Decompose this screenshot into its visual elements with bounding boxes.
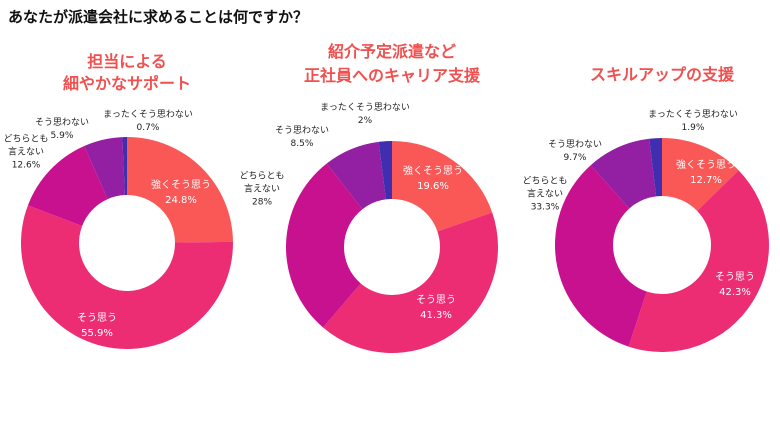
slice-category-label: そう思う [715,272,755,283]
chart-title-3: スキルアップの支援 [589,65,734,84]
slice-label: まったくそう思わない 0.7% [103,109,193,135]
slice-value-label: 0.7% [136,123,160,133]
slice-value-label: 55.9% [81,328,113,339]
slice-category-label: 言えない [243,184,281,195]
chart-title-2: 正社員へのキャリア支援 [303,66,480,85]
donut-slice-2-3 [286,163,363,328]
slice-value-label: 19.6% [417,181,449,192]
donut-slice-3-1 [662,138,739,211]
slice-value-label: 42.3% [719,287,751,298]
slice-label: そう思わない 9.7% [548,139,602,165]
slice-category-label: まったくそう思わない [320,103,410,113]
donut-slice-1-3 [27,146,108,226]
donut-slice-2-2 [323,212,498,353]
slice-category-label: そう思わない [274,126,330,136]
slice-value-label: 1.9% [681,123,705,133]
slice-label: 強くそう思う 24.8% [151,178,211,208]
donut-slice-2-1 [392,141,493,232]
slice-category-label: 強くそう思う [151,180,211,191]
slice-value-label: 33.3% [530,202,560,213]
slice-category-label: そう思わない [34,118,90,128]
slice-label: そう思わない 5.9% [35,117,89,143]
donut-slice-1-4 [84,137,125,200]
slice-value-label: 12.7% [690,175,722,186]
slice-label: まったくそう思わない 1.9% [648,109,738,135]
slice-label: 強くそう思う 12.7% [676,158,736,188]
donut-slice-3-3 [554,165,647,347]
slice-label: どちらとも言えない 12.6% [3,134,48,173]
slice-category-label: まったくそう思わない [103,110,193,120]
slice-label: まったくそう思わない 2% [320,102,410,128]
slice-value-label: 5.9% [50,131,74,141]
slice-category-label: 強くそう思う [676,160,736,171]
donut-slice-3-5 [649,138,662,197]
slice-category-label: どちらとも [3,134,49,145]
slice-label: どちらとも言えない 33.3% [522,176,567,215]
slice-category-label: 強くそう思う [403,166,463,177]
slice-category-label: そう思わない [547,140,603,150]
donut-slice-1-2 [20,205,233,349]
slice-category-label: 言えない [526,189,564,200]
slice-value-label: 8.5% [290,139,314,149]
slice-label: 強くそう思う 19.6% [403,164,463,194]
slice-category-label: 言えない [7,147,45,158]
slice-label: そう思わない 8.5% [275,125,329,151]
main-title: あなたが派遣会社に求めることは何ですか？ [8,8,309,26]
slice-label: そう思う 55.9% [77,311,117,341]
chart-title-1: 担当による [87,52,167,71]
donut-slice-2-4 [326,141,386,210]
chart-title-1: 細やかなサポート [62,74,191,93]
slice-category-label: まったくそう思わない [648,110,738,120]
chart-title-2: 紹介予定派遣など [327,42,456,61]
slice-value-label: 9.7% [563,153,587,163]
slice-category-label: そう思う [77,313,117,324]
slice-value-label: 12.6% [11,160,41,171]
slice-category-label: どちらとも [239,171,285,182]
slice-label: そう思う 42.3% [715,270,755,300]
slice-value-label: 2% [357,116,373,126]
donut-slice-3-2 [628,170,769,352]
slice-value-label: 24.8% [165,195,197,206]
slice-value-label: 41.3% [420,310,452,321]
donut-slice-3-4 [590,138,657,209]
donut-slice-2-5 [378,141,392,200]
slice-category-label: どちらとも [522,176,568,187]
slice-value-label: 28% [251,197,273,208]
donut-slice-1-1 [127,137,233,243]
slice-label: そう思う 41.3% [416,293,456,323]
slice-label: どちらとも言えない 28% [239,171,284,210]
donut-slice-1-5 [122,137,127,196]
slice-category-label: そう思う [416,295,456,306]
